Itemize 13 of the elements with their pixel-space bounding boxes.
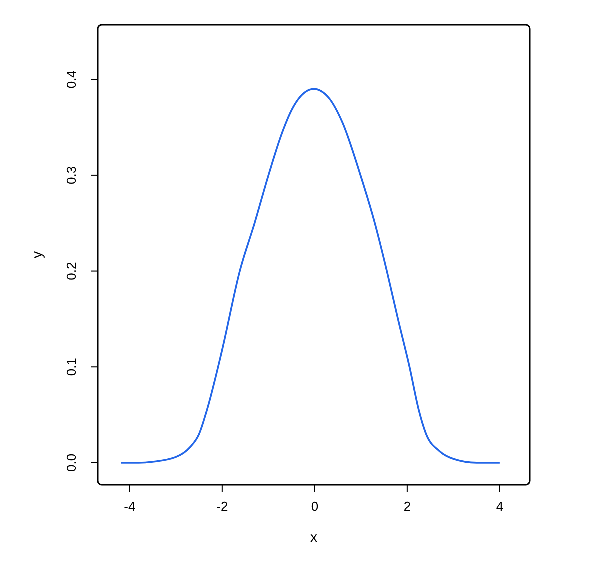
x-tick-label: 0 [311, 499, 319, 514]
x-axis-title: x [310, 529, 318, 545]
x-tick-label: -4 [124, 499, 136, 514]
y-tick-label: 0.2 [64, 262, 79, 280]
y-tick-label: 0.4 [64, 70, 79, 89]
y-tick-label: 0.0 [64, 454, 79, 472]
y-tick-label: 0.3 [64, 166, 79, 184]
y-tick-label: 0.1 [64, 358, 79, 376]
x-tick-label: 4 [496, 499, 504, 514]
x-tick-label: 2 [404, 499, 412, 514]
line-series [120, 88, 501, 464]
x-tick-label: -2 [216, 499, 228, 514]
y-axis-title: y [29, 252, 45, 258]
